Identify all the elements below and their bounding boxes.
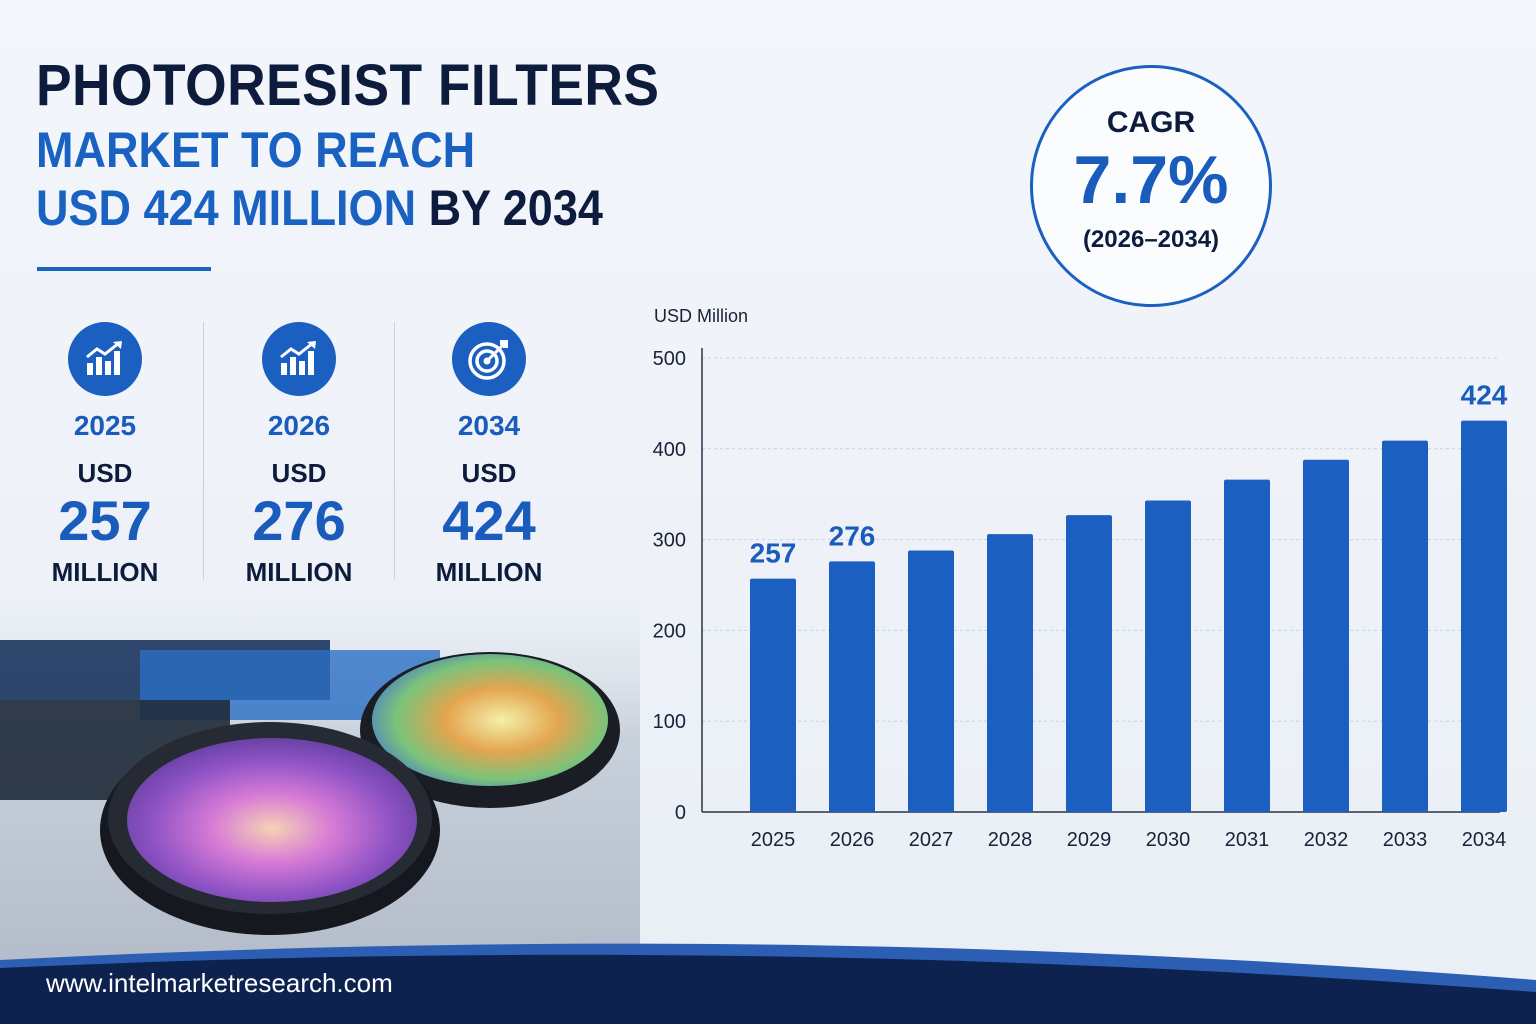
x-tick-label: 2025 xyxy=(751,829,796,851)
y-tick-label: 0 xyxy=(675,802,686,824)
x-tick-label: 2030 xyxy=(1146,829,1191,851)
y-tick-label: 200 xyxy=(653,620,686,642)
stat-divider xyxy=(394,322,395,580)
footer-band xyxy=(0,943,1536,1024)
stat-2026: 2026 USD 276 MILLION xyxy=(204,322,394,588)
x-tick-label: 2026 xyxy=(830,829,875,851)
cagr-value: 7.7% xyxy=(1073,142,1229,218)
stat-year: 2026 xyxy=(267,410,331,441)
stat-currency: USD xyxy=(77,458,133,488)
x-tick-label: 2028 xyxy=(988,829,1033,851)
stat-value: 257 xyxy=(58,489,152,552)
title-block: PHOTORESIST FILTERS MARKET TO REACH USD … xyxy=(36,52,714,237)
y-tick-label: 300 xyxy=(653,530,686,552)
x-tick-label: 2029 xyxy=(1067,829,1112,851)
y-tick-label: 100 xyxy=(653,711,686,733)
stat-divider xyxy=(203,322,204,580)
subtitle-suffix: BY 2034 xyxy=(416,180,603,236)
bar-2025 xyxy=(750,578,796,812)
stat-year: 2025 xyxy=(73,410,137,441)
x-tick-label: 2034 xyxy=(1462,829,1507,851)
subtitle-line-2: USD 424 MILLION BY 2034 xyxy=(36,179,646,237)
website-url: www.intelmarketresearch.com xyxy=(46,968,393,998)
x-tick-label: 2032 xyxy=(1304,829,1349,851)
x-tick-label: 2027 xyxy=(909,829,954,851)
stat-value: 424 xyxy=(442,489,536,552)
data-label: 257 xyxy=(750,538,797,569)
subtitle-line-1: MARKET TO REACH xyxy=(36,122,476,178)
y-tick-label: 400 xyxy=(653,439,686,461)
stat-currency: USD xyxy=(461,458,517,488)
y-axis-unit-label: USD Million xyxy=(654,306,749,326)
title-underline xyxy=(37,267,211,271)
bar-2032 xyxy=(1303,459,1349,812)
y-tick-label: 500 xyxy=(653,348,686,370)
stat-year: 2034 xyxy=(457,410,521,441)
cagr-badge: CAGR 7.7% (2026–2034) xyxy=(1030,65,1272,307)
bar-2029 xyxy=(1066,515,1112,812)
bar-2030 xyxy=(1145,500,1191,812)
market-bar-chart: 0 100 200 300 400 500 2025 2026 2027 2028 2029 2030… xyxy=(653,348,1508,851)
subtitle-highlight: USD 424 MILLION xyxy=(36,180,417,236)
data-label: 424 xyxy=(1461,380,1508,411)
x-tick-label: 2031 xyxy=(1225,829,1270,851)
bar-2027 xyxy=(908,550,954,812)
stat-2025: 2025 USD 257 MILLION xyxy=(10,322,200,588)
bar-2028 xyxy=(987,534,1033,812)
bar-2026 xyxy=(829,561,875,812)
growth-chart-icon xyxy=(262,322,336,396)
cagr-range: (2026–2034) xyxy=(1082,226,1220,253)
target-icon xyxy=(452,322,526,396)
x-tick-label: 2033 xyxy=(1383,829,1428,851)
bar-2033 xyxy=(1382,440,1428,812)
stat-value: 276 xyxy=(252,489,346,552)
bar-2031 xyxy=(1224,479,1270,812)
stat-currency: USD xyxy=(271,458,327,488)
page-title: PHOTORESIST FILTERS xyxy=(36,53,660,118)
bar-2034 xyxy=(1461,420,1507,812)
growth-chart-icon xyxy=(68,322,142,396)
cagr-label: CAGR xyxy=(1106,106,1196,139)
stat-2034: 2034 USD 424 MILLION xyxy=(394,322,584,588)
data-label: 276 xyxy=(829,520,876,551)
